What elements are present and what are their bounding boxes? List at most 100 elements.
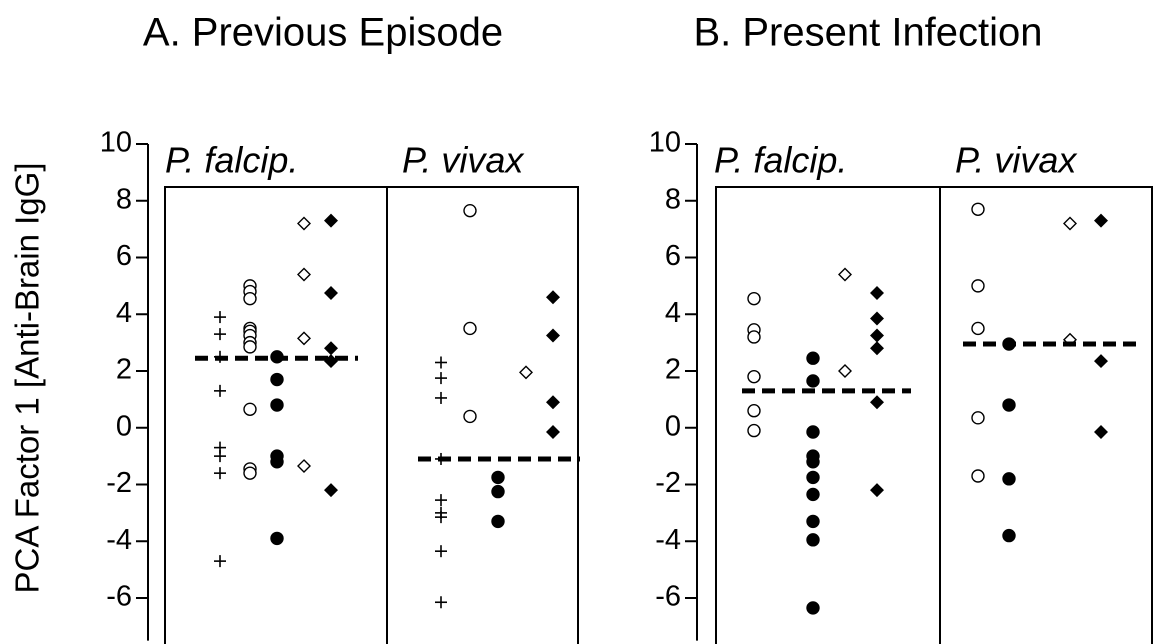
y-tick-label: -4 xyxy=(106,524,132,556)
plus-marker xyxy=(435,391,447,404)
y-tick-label: 10 xyxy=(100,127,132,159)
diamond-marker xyxy=(297,267,311,282)
panel-title: P. falcip. xyxy=(165,140,298,181)
circle-marker xyxy=(463,203,477,218)
y-tick-label: 2 xyxy=(116,354,132,386)
circle-marker xyxy=(806,487,820,502)
circle-marker xyxy=(270,372,284,387)
diamond-marker xyxy=(870,483,884,498)
diamond-marker xyxy=(1094,354,1108,369)
plus-marker xyxy=(435,596,447,609)
panel-box xyxy=(164,186,388,644)
y-tick-label: 10 xyxy=(649,127,681,159)
circle-marker xyxy=(806,374,820,388)
y-tick-label: 8 xyxy=(665,183,681,215)
panel-box xyxy=(939,186,1153,644)
circle-marker xyxy=(270,398,284,412)
plus-marker xyxy=(214,328,226,341)
circle-marker xyxy=(491,484,505,499)
circle-marker xyxy=(491,514,505,529)
circle-marker xyxy=(747,291,761,306)
plus-marker xyxy=(435,545,447,558)
y-tick-label: 4 xyxy=(665,297,681,329)
y-axis-label: PCA Factor 1 [Anti-Brain IgG] xyxy=(9,163,46,594)
diamond-marker xyxy=(870,395,884,410)
circle-marker xyxy=(747,423,761,438)
circle-marker xyxy=(806,425,820,439)
circle-marker xyxy=(243,402,257,417)
circle-marker xyxy=(806,351,820,365)
diamond-marker xyxy=(870,341,884,356)
circle-marker xyxy=(463,321,477,336)
plus-marker xyxy=(214,311,226,324)
diamond-marker xyxy=(324,213,338,228)
y-tick-label: 6 xyxy=(116,240,132,272)
diamond-marker xyxy=(546,425,560,439)
y-tick-label: 2 xyxy=(665,354,681,386)
circle-marker xyxy=(971,279,985,293)
circle-marker xyxy=(491,470,505,485)
diamond-marker xyxy=(838,267,852,282)
plus-marker xyxy=(214,467,226,480)
panel-box xyxy=(386,186,579,644)
circle-marker xyxy=(463,409,477,424)
panel-title: P. falcip. xyxy=(714,140,847,181)
chart-title: B. Present Infection xyxy=(693,11,1042,55)
y-tick-label: 6 xyxy=(665,240,681,272)
diamond-marker xyxy=(297,459,311,474)
circle-marker xyxy=(971,202,985,216)
circle-marker xyxy=(1002,472,1016,486)
circle-marker xyxy=(270,531,284,546)
diamond-marker xyxy=(1094,425,1108,439)
y-tick-label: 4 xyxy=(116,297,132,329)
panel-title: P. vivax xyxy=(402,140,525,181)
circle-marker xyxy=(806,514,820,529)
plus-marker xyxy=(214,384,226,397)
plus-marker xyxy=(435,494,447,507)
circle-marker xyxy=(971,411,985,425)
plus-marker xyxy=(435,356,447,369)
circle-marker xyxy=(1002,398,1016,412)
circle-marker xyxy=(747,369,761,384)
circle-marker xyxy=(243,466,257,480)
circle-marker xyxy=(806,533,820,547)
diamond-marker xyxy=(870,328,884,343)
circle-marker xyxy=(1002,528,1016,543)
plus-marker xyxy=(214,555,226,568)
plus-marker xyxy=(435,372,447,385)
diamond-marker xyxy=(297,216,311,231)
chart-title: A. Previous Episode xyxy=(143,11,503,55)
circle-marker xyxy=(971,321,985,336)
y-tick-label: 0 xyxy=(116,410,132,442)
diamond-marker xyxy=(519,365,533,380)
diamond-marker xyxy=(838,364,852,378)
diamond-marker xyxy=(870,285,884,300)
y-tick-label: -4 xyxy=(655,524,681,556)
circle-marker xyxy=(971,469,985,483)
y-tick-label: -2 xyxy=(655,467,681,499)
diamond-marker xyxy=(324,285,338,300)
y-tick-label: -6 xyxy=(655,581,681,613)
circle-marker xyxy=(747,330,761,344)
plus-marker xyxy=(435,511,447,524)
diamond-marker xyxy=(546,395,560,410)
circle-marker xyxy=(270,455,284,469)
circle-marker xyxy=(806,601,820,615)
circle-marker xyxy=(806,455,820,469)
y-tick-label: -2 xyxy=(106,467,132,499)
diamond-marker xyxy=(297,331,311,346)
circle-marker xyxy=(747,404,761,418)
diamond-marker xyxy=(324,483,338,498)
diamond-marker xyxy=(546,290,560,305)
panel-title: P. vivax xyxy=(955,140,1078,181)
diamond-marker xyxy=(546,328,560,343)
diamond-marker xyxy=(1094,213,1108,228)
diamond-marker xyxy=(324,341,338,356)
circle-marker xyxy=(243,291,257,306)
circle-marker xyxy=(243,340,257,354)
diamond-marker xyxy=(870,311,884,326)
y-tick-label: 8 xyxy=(116,183,132,215)
circle-marker xyxy=(806,470,820,485)
plus-marker xyxy=(214,450,226,463)
